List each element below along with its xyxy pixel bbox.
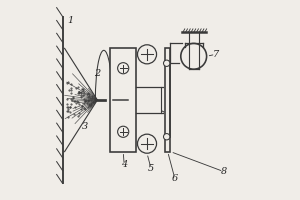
Circle shape bbox=[118, 63, 129, 74]
Text: 3: 3 bbox=[82, 122, 88, 131]
Bar bbox=[165, 48, 170, 152]
Text: 4: 4 bbox=[121, 160, 127, 169]
Text: 8: 8 bbox=[220, 167, 226, 176]
Text: 1: 1 bbox=[68, 16, 74, 25]
Text: 5: 5 bbox=[148, 164, 154, 173]
Circle shape bbox=[181, 43, 207, 69]
Circle shape bbox=[164, 60, 170, 66]
Bar bbox=[110, 48, 136, 152]
Circle shape bbox=[137, 134, 157, 153]
Text: 2: 2 bbox=[94, 69, 101, 78]
Circle shape bbox=[118, 126, 129, 137]
Circle shape bbox=[137, 45, 157, 64]
Text: 7: 7 bbox=[212, 50, 219, 59]
Text: 6: 6 bbox=[172, 174, 178, 183]
Circle shape bbox=[164, 134, 170, 140]
